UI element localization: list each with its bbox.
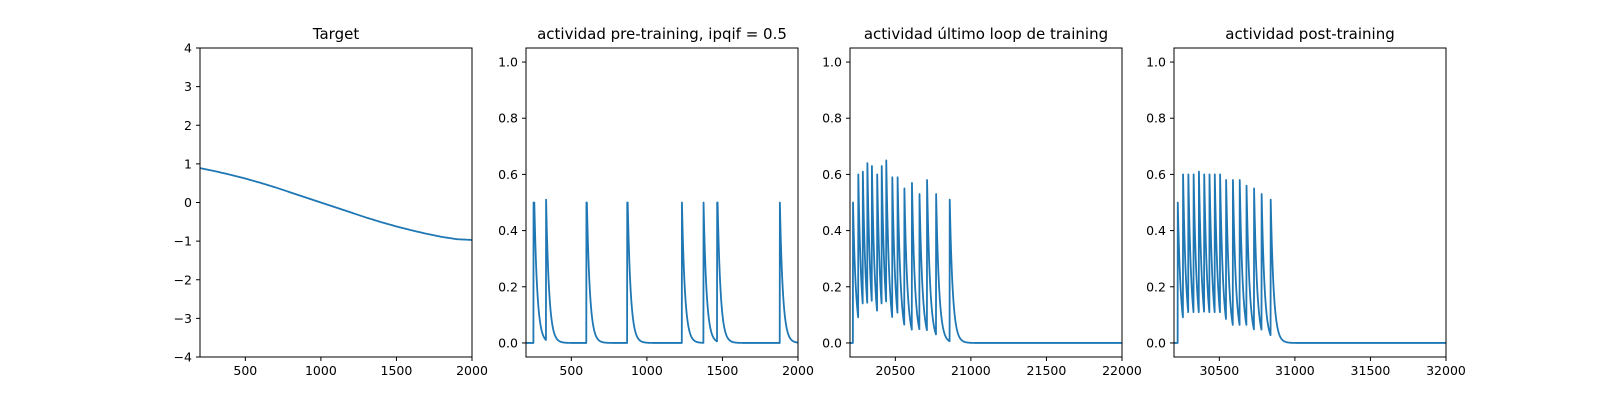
y-tick-label: 0.6 [1146, 167, 1166, 182]
x-tick-label: 1500 [381, 363, 413, 378]
y-tick-label: 0.4 [498, 223, 518, 238]
series-line [200, 167, 472, 241]
y-tick-label: 0.2 [1146, 279, 1166, 294]
y-tick-label: 0.0 [822, 335, 842, 350]
y-tick-label: 0.8 [1146, 111, 1166, 126]
subplot-title: actividad pre-training, ipqif = 0.5 [537, 25, 787, 43]
y-tick-label: 0.4 [822, 223, 842, 238]
subplot-1: Target 500 1000 1500 2000 −4 −3 −2 −1 0 1 2 3 4 [174, 25, 488, 378]
subplot-3: actividad último loop de training 20500 21… [822, 25, 1142, 378]
x-tick-label: 2000 [782, 363, 814, 378]
axes-frame [849, 47, 1123, 358]
x-tick-label: 500 [559, 363, 583, 378]
x-tick-label: 22000 [1102, 363, 1142, 378]
x-tick-label: 20500 [875, 363, 915, 378]
series-line [850, 159, 1122, 344]
subplot-2: actividad pre-training, ipqif = 0.5 500 10… [498, 25, 814, 378]
y-tick-label: 3 [184, 79, 192, 94]
subplot-title: actividad post-training [1225, 25, 1394, 43]
series-line [526, 198, 798, 344]
subplot-title: Target [312, 25, 360, 43]
series-line [1174, 170, 1446, 344]
y-tick-label: 0.8 [498, 111, 518, 126]
y-tick-label: 0.6 [822, 167, 842, 182]
y-tick-label: −2 [174, 272, 192, 287]
subplot-4: actividad post-training 30500 31000 31500 32… [1146, 25, 1466, 378]
y-tick-label: 1 [184, 156, 192, 171]
subplot-title: actividad último loop de training [864, 25, 1108, 43]
x-tick-label: 30500 [1199, 363, 1239, 378]
y-tick-label: 1.0 [1146, 55, 1166, 70]
y-tick-label: 0.0 [1146, 335, 1166, 350]
x-tick-label: 21000 [951, 363, 991, 378]
y-tick-label: −3 [174, 311, 192, 326]
x-tick-label: 2000 [456, 363, 488, 378]
y-tick-label: 0.0 [498, 335, 518, 350]
y-tick-label: 1.0 [822, 55, 842, 70]
x-tick-label: 32000 [1426, 363, 1466, 378]
axes-frame [1173, 47, 1447, 358]
x-tick-label: 500 [233, 363, 257, 378]
y-tick-label: 4 [184, 41, 192, 56]
x-tick-label: 31000 [1275, 363, 1315, 378]
x-tick-label: 1000 [631, 363, 663, 378]
x-tick-label: 1000 [305, 363, 337, 378]
y-tick-label: −4 [174, 350, 192, 365]
y-tick-label: 1.0 [498, 55, 518, 70]
y-tick-label: 2 [184, 118, 192, 133]
x-tick-label: 31500 [1351, 363, 1391, 378]
axes-frame [525, 47, 799, 358]
y-tick-label: 0 [184, 195, 192, 210]
y-tick-label: 0.2 [498, 279, 518, 294]
axes-frame [199, 47, 473, 358]
x-tick-label: 21500 [1027, 363, 1067, 378]
y-tick-label: −1 [174, 234, 192, 249]
y-tick-label: 0.8 [822, 111, 842, 126]
x-tick-label: 1500 [707, 363, 739, 378]
y-tick-label: 0.4 [1146, 223, 1166, 238]
y-tick-label: 0.6 [498, 167, 518, 182]
y-tick-label: 0.2 [822, 279, 842, 294]
